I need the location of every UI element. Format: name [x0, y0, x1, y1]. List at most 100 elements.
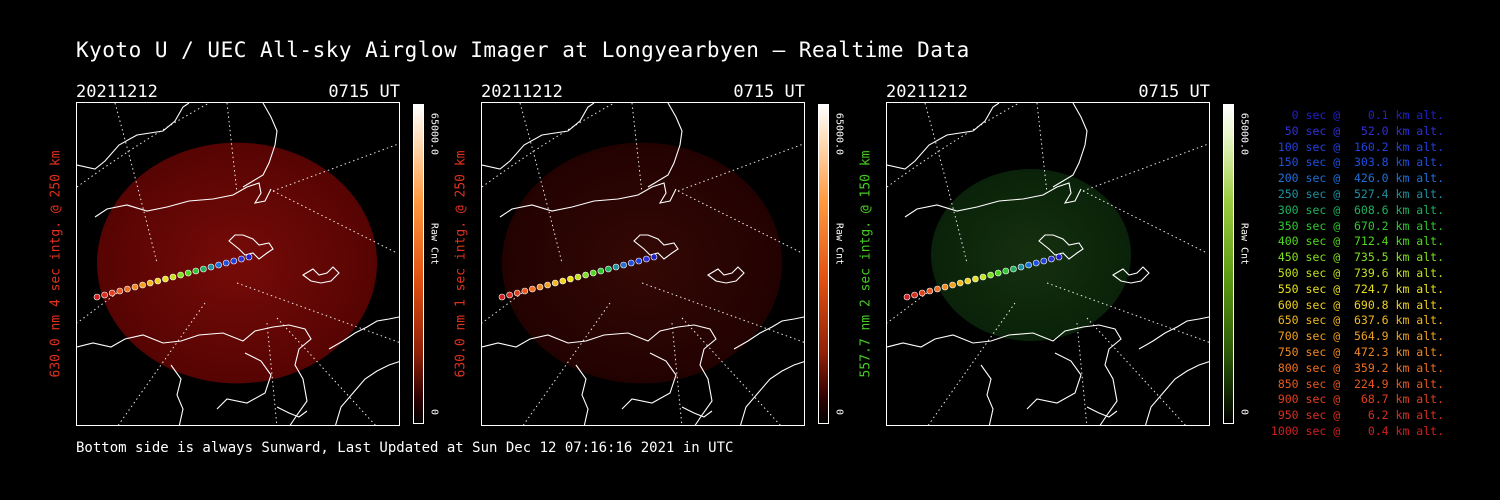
trajectory-point: [1025, 261, 1032, 269]
trajectory-point: [245, 253, 253, 261]
legend-entry: 50 sec @ 52.0 km alt.: [1270, 123, 1444, 138]
colorbar-min: 0: [428, 408, 440, 416]
trajectory-point: [169, 273, 177, 281]
panel-time: 0715 UT: [733, 82, 805, 102]
lat-lon-grid: [482, 103, 804, 425]
airglow-sky-disk: [502, 142, 782, 384]
trajectory-point: [972, 275, 979, 283]
trajectory-point: [108, 289, 116, 297]
legend-entry: 250 sec @ 527.4 km alt.: [1270, 186, 1444, 201]
trajectory-point: [1055, 253, 1063, 261]
trajectory-point: [574, 273, 582, 281]
trajectory-point: [529, 285, 536, 293]
legend-entry: 600 sec @ 690.8 km alt.: [1270, 297, 1444, 312]
trajectory-point: [650, 253, 658, 261]
trajectory-point: [1010, 265, 1017, 273]
coastline: [887, 103, 1209, 425]
legend-entry: 350 sec @ 670.2 km alt.: [1270, 218, 1444, 233]
colorbar: [1223, 104, 1234, 424]
trajectory-point: [222, 259, 230, 267]
trajectory-point: [551, 279, 559, 287]
legend-entry: 200 sec @ 426.0 km alt.: [1270, 171, 1444, 186]
coastline: [77, 103, 399, 425]
trajectory-point: [941, 283, 949, 291]
panel-time: 0715 UT: [1138, 82, 1210, 102]
trajectory-point: [567, 275, 574, 283]
trajectory-point: [903, 293, 911, 301]
satellite-trajectory: [903, 253, 1063, 301]
colorbar-label: Raw Cnt: [833, 222, 845, 266]
legend-entry: 450 sec @ 735.5 km alt.: [1270, 250, 1444, 265]
trajectory-point: [1002, 267, 1010, 275]
trajectory-point: [131, 283, 139, 291]
trajectory-point: [934, 285, 941, 293]
legend-entry: 950 sec @ 6.2 km alt.: [1270, 408, 1444, 423]
legend-entry: 700 sec @ 564.9 km alt.: [1270, 329, 1444, 344]
trajectory-legend: 0 sec @ 0.1 km alt. 50 sec @ 52.0 km alt…: [1250, 108, 1444, 440]
trajectory-point: [513, 289, 521, 297]
trajectory-point: [620, 261, 627, 269]
colorbar-min: 0: [833, 408, 845, 416]
panel-date: 20211212: [76, 82, 158, 102]
trajectory-point: [93, 293, 101, 301]
trajectory-point: [1032, 259, 1040, 267]
trajectory-point: [979, 273, 987, 281]
trajectory-point: [184, 269, 192, 277]
trajectory-point: [1048, 255, 1055, 263]
colorbar-max: 65000.0: [833, 112, 845, 156]
trajectory-point: [605, 265, 612, 273]
panel-time: 0715 UT: [328, 82, 400, 102]
satellite-trajectory: [498, 253, 658, 301]
trajectory-point: [994, 269, 1002, 277]
trajectory-point: [116, 287, 124, 295]
trajectory-point: [200, 265, 207, 273]
trajectory-point: [1040, 257, 1048, 265]
airglow-sky-disk: [931, 169, 1131, 341]
legend-entry: 750 sec @ 472.3 km alt.: [1270, 344, 1444, 359]
airglow-sky-disk: [97, 142, 377, 384]
trajectory-point: [230, 257, 238, 265]
legend-entry: 850 sec @ 224.9 km alt.: [1270, 376, 1444, 391]
trajectory-point: [949, 281, 956, 289]
lat-lon-grid: [77, 103, 399, 425]
trajectory-point: [987, 271, 994, 279]
legend-entry: 0 sec @ 0.1 km alt.: [1270, 108, 1444, 122]
trajectory-point: [612, 263, 620, 271]
trajectory-point: [559, 277, 567, 285]
trajectory-point: [627, 259, 635, 267]
trajectory-point: [918, 289, 926, 297]
trajectory-point: [521, 287, 529, 295]
panel-wavelength-label: 630.0 nm 1 sec intg. @ 250 km: [453, 150, 469, 378]
legend-entry: 550 sec @ 724.7 km alt.: [1270, 281, 1444, 296]
trajectory-point: [964, 277, 972, 285]
legend-entry: 650 sec @ 637.6 km alt.: [1270, 313, 1444, 328]
colorbar-label: Raw Cnt: [428, 222, 440, 266]
trajectory-point: [124, 285, 131, 293]
trajectory-point: [146, 279, 154, 287]
trajectory-point: [177, 271, 184, 279]
legend-entry: 400 sec @ 712.4 km alt.: [1270, 234, 1444, 249]
coastline: [482, 103, 804, 425]
legend-entry: 150 sec @ 303.8 km alt.: [1270, 155, 1444, 170]
legend-entry: 500 sec @ 739.6 km alt.: [1270, 265, 1444, 280]
trajectory-point: [1017, 263, 1025, 271]
panel-date: 20211212: [481, 82, 563, 102]
footer-note: Bottom side is always Sunward, Last Upda…: [76, 440, 734, 456]
colorbar: [818, 104, 829, 424]
lat-lon-grid: [887, 103, 1209, 425]
trajectory-point: [536, 283, 544, 291]
satellite-trajectory: [93, 253, 253, 301]
airglow-panel-2: 20211212 0715 UT 630.0 nm 1 sec intg. @ 25…: [454, 82, 881, 432]
trajectory-point: [154, 277, 162, 285]
colorbar: [413, 104, 424, 424]
trajectory-point: [589, 269, 597, 277]
trajectory-point: [192, 267, 200, 275]
airglow-panel-3: 20211212 0715 UT 557.7 nm 2 sec intg. @ 15…: [859, 82, 1286, 432]
trajectory-point: [498, 293, 506, 301]
trajectory-point: [926, 287, 934, 295]
trajectory-point: [238, 255, 245, 263]
trajectory-point: [139, 281, 146, 289]
page-title: Kyoto U / UEC All-sky Airglow Imager at …: [76, 38, 970, 62]
trajectory-point: [597, 267, 605, 275]
trajectory-point: [643, 255, 650, 263]
